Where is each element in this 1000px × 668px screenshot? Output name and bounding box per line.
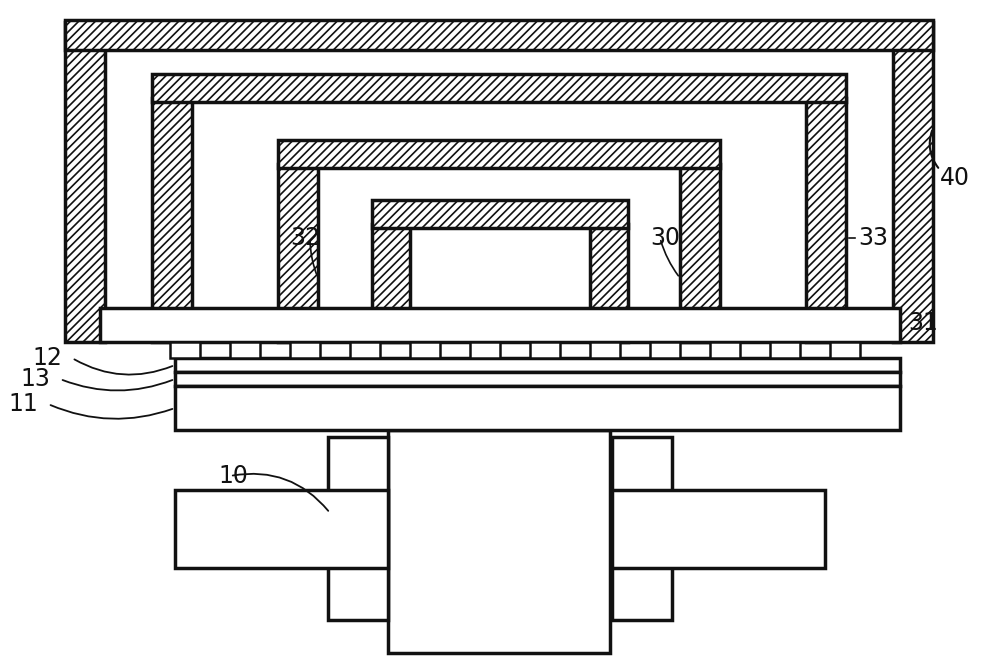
Bar (470, 342, 500, 358)
Bar (612, 437, 672, 620)
Bar (372, 200, 628, 228)
Bar (388, 430, 610, 653)
Text: 33: 33 (858, 226, 888, 250)
Text: 30: 30 (650, 226, 680, 250)
Text: 31: 31 (908, 311, 938, 335)
Bar (830, 342, 860, 358)
Bar (152, 74, 846, 102)
Text: 12: 12 (32, 346, 62, 370)
Bar (100, 308, 900, 342)
Bar (590, 224, 628, 342)
Bar (410, 342, 440, 358)
Bar (350, 342, 380, 358)
Bar (328, 437, 388, 620)
Bar (175, 490, 388, 568)
Bar (65, 20, 933, 50)
Bar (152, 98, 192, 342)
Bar (650, 342, 680, 358)
Bar (175, 386, 900, 430)
Text: 40: 40 (940, 166, 970, 190)
Text: 10: 10 (218, 464, 248, 488)
Text: 32: 32 (290, 226, 320, 250)
Bar (710, 342, 740, 358)
Bar (372, 224, 410, 342)
Bar (170, 342, 200, 358)
Bar (770, 342, 800, 358)
Bar (65, 22, 105, 342)
Bar (893, 22, 933, 342)
Bar (175, 372, 900, 386)
Text: 11: 11 (8, 392, 38, 416)
Bar (278, 164, 318, 342)
Text: 13: 13 (20, 367, 50, 391)
Bar (680, 164, 720, 342)
Bar (806, 98, 846, 342)
Bar (290, 342, 320, 358)
Bar (590, 342, 620, 358)
Bar (230, 342, 260, 358)
Bar (612, 490, 825, 568)
Bar (278, 140, 720, 168)
Bar (530, 342, 560, 358)
Bar (175, 358, 900, 372)
